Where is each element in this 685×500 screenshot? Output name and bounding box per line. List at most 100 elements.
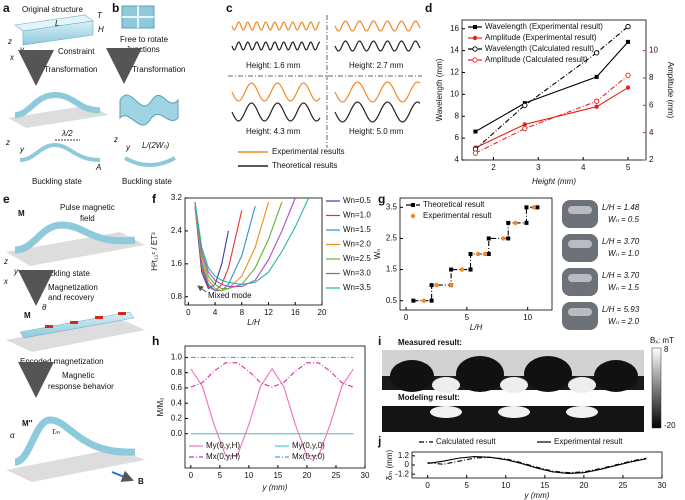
label: L/(2Wₙ) xyxy=(142,141,170,150)
panel-label: f xyxy=(152,192,157,206)
label: Buckling state xyxy=(32,177,82,186)
annotation: Mixed mode xyxy=(208,291,252,300)
x-tick-label: 0 xyxy=(404,313,409,322)
y-tick-label: 0.5 xyxy=(386,296,398,305)
series-line xyxy=(427,456,647,474)
magnet xyxy=(95,316,103,319)
specimen-ratio: L/H = 5.93 xyxy=(602,305,640,314)
x-tick-label: 10 xyxy=(501,481,510,490)
legend-label: Wn=3.5 xyxy=(343,283,371,292)
axis-label: z xyxy=(7,37,12,46)
axis-label: y xyxy=(19,145,25,154)
x-axis-label: y (mm) xyxy=(262,483,288,492)
legend-label: Amplitude (Experimental result) xyxy=(485,33,597,42)
y-axis-label: M/M₀ xyxy=(156,398,165,417)
label: M xyxy=(24,311,31,320)
x-tick-label: 5 xyxy=(465,313,470,322)
y-tick-label: 1.6 xyxy=(171,259,183,268)
wave xyxy=(231,102,321,122)
x-tick-label: 5 xyxy=(626,163,631,172)
label: M xyxy=(18,209,25,218)
series-line xyxy=(194,201,283,290)
light xyxy=(432,377,460,393)
label: τₘ xyxy=(52,427,60,436)
x-tick-label: 15 xyxy=(273,471,282,480)
light xyxy=(498,406,530,418)
specimen-highlight xyxy=(568,274,592,282)
marker xyxy=(594,74,599,79)
light xyxy=(566,406,598,418)
y-tick-label: 6 xyxy=(455,133,460,142)
plot-frame xyxy=(184,345,366,469)
legend-label: Theoretical results xyxy=(272,161,337,170)
y-tick-label: 16 xyxy=(450,24,459,33)
specimen-ratio: L/H = 3.70 xyxy=(602,237,640,246)
series-line xyxy=(427,456,647,474)
marker xyxy=(472,57,478,63)
specimen-highlight xyxy=(568,308,592,316)
x-tick-label: 5 xyxy=(218,471,223,480)
marker xyxy=(506,220,511,225)
label: Constraint xyxy=(58,47,95,56)
label: B xyxy=(138,477,144,486)
y2-axis-label: Amplitude (mm) xyxy=(666,62,675,119)
x-tick-label: 4 xyxy=(581,163,586,172)
marker xyxy=(475,251,481,257)
y-tick-label: 3.2 xyxy=(171,193,183,202)
y-tick-label: 2.4 xyxy=(171,226,183,235)
panel-label: j xyxy=(377,434,381,448)
marker xyxy=(411,298,416,303)
y-tick-label: 1.2 xyxy=(398,451,410,460)
hump xyxy=(456,356,504,392)
y-tick-label: 0.4 xyxy=(171,398,183,407)
series-line xyxy=(475,41,629,133)
buckled-beam xyxy=(14,91,101,118)
magnet xyxy=(118,312,126,315)
panel-label: c xyxy=(226,1,233,15)
label: Encoded magnetization xyxy=(20,357,104,366)
label: Pulse magnetic xyxy=(60,203,115,212)
panel-label: e xyxy=(3,192,10,206)
series-line xyxy=(190,367,354,457)
axis-label: z xyxy=(3,257,8,266)
specimen-ratio: L/H = 1.48 xyxy=(602,203,640,212)
annotation-arrow xyxy=(197,285,207,293)
light xyxy=(430,406,462,418)
y-tick-label: 2.5 xyxy=(386,234,398,243)
legend-label: Wn=2.5 xyxy=(343,254,371,263)
magnets xyxy=(45,312,126,328)
panel-label: a xyxy=(3,1,10,15)
deformed-beam xyxy=(14,416,136,466)
marker xyxy=(522,102,528,108)
marker xyxy=(410,213,416,219)
wave xyxy=(231,41,321,51)
x-tick-label: 10 xyxy=(523,313,532,322)
label: Modeling result: xyxy=(398,393,460,402)
series-line xyxy=(194,197,296,288)
light xyxy=(500,377,528,393)
marker xyxy=(501,236,506,241)
magnet xyxy=(45,325,53,328)
y-tick-label: 0.8 xyxy=(171,292,183,301)
x-tick-label: 25 xyxy=(618,481,627,490)
x-tick-label: 3 xyxy=(536,163,541,172)
label: α xyxy=(10,431,15,440)
height-label: Height: 4.3 mm xyxy=(246,127,301,136)
marker xyxy=(482,251,488,257)
specimen-highlight xyxy=(568,240,592,248)
marker xyxy=(531,205,536,210)
legend-label: Experimental results xyxy=(272,147,344,156)
charts: 2 3 4 5 4 6 8 10 12 14 16 2 4 6 8 10 Height (mm) Waveleng… xyxy=(150,19,675,500)
series-line xyxy=(475,87,629,149)
series-line xyxy=(194,206,256,292)
legend-label: My(0,y,H) xyxy=(206,441,240,450)
plot-frame xyxy=(461,19,647,161)
y2-tick-label: 10 xyxy=(649,46,658,55)
height-label: Height: 5.0 mm xyxy=(349,127,404,136)
y-tick-label: 10 xyxy=(450,89,459,98)
colorbar-label: Bₓ: mT xyxy=(650,336,674,345)
y-tick-label: 0.6 xyxy=(171,383,183,392)
marker xyxy=(472,35,478,41)
y-tick-label: 0.2 xyxy=(171,414,183,423)
panel-e: M Pulse magnetic field Buckling state z … xyxy=(3,203,145,486)
